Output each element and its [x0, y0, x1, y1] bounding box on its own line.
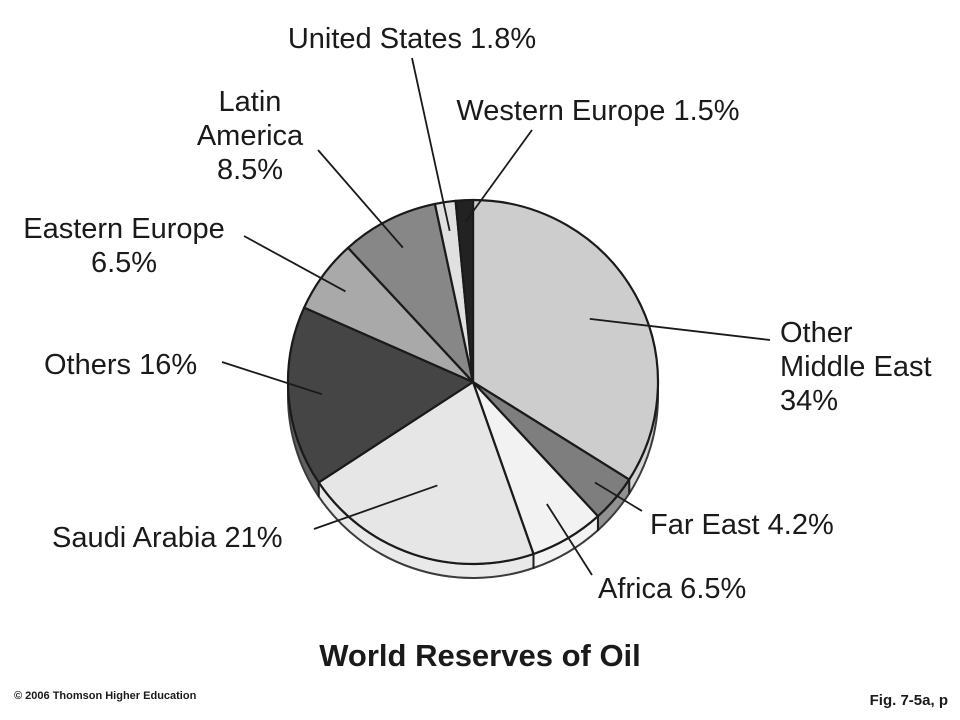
slice-labels: Other Middle East 34% Far East 4.2% Africa 6…	[23, 23, 931, 605]
slice-western-europe	[454, 198, 475, 384]
slice-latin-america	[346, 202, 475, 384]
leader-far-east	[594, 481, 643, 512]
leader-united-states	[411, 57, 451, 232]
leader-other-middle-east	[589, 317, 771, 341]
leader-eastern-europe	[243, 235, 346, 293]
copyright-notice: © 2006 Thomson Higher Education	[14, 690, 197, 702]
label-others: Others 16%	[44, 349, 197, 381]
leader-latin-america	[317, 149, 404, 249]
label-latin-america: Latin America 8.5%	[197, 86, 304, 186]
label-saudi-arabia: Saudi Arabia 21%	[52, 522, 283, 554]
leader-others	[221, 361, 323, 396]
pie-slices	[286, 198, 660, 566]
label-eastern-europe: Eastern Europe 6.5%	[23, 213, 225, 279]
label-africa: Africa 6.5%	[598, 573, 746, 605]
label-united-states: United States 1.8%	[288, 23, 536, 55]
label-western-europe: Western Europe 1.5%	[456, 95, 739, 127]
chart-title: World Reserves of Oil	[319, 638, 641, 673]
leader-lines	[221, 57, 771, 576]
leader-western-europe	[464, 129, 533, 223]
slice-saudi-arabia	[317, 380, 535, 566]
figure-reference: Fig. 7-5a, p	[869, 692, 948, 709]
label-other-middle-east: Other Middle East 34%	[780, 317, 932, 417]
label-far-east: Far East 4.2%	[650, 509, 834, 541]
leader-saudi-arabia	[313, 484, 438, 530]
slice-others	[286, 306, 475, 484]
leader-africa	[546, 503, 593, 576]
